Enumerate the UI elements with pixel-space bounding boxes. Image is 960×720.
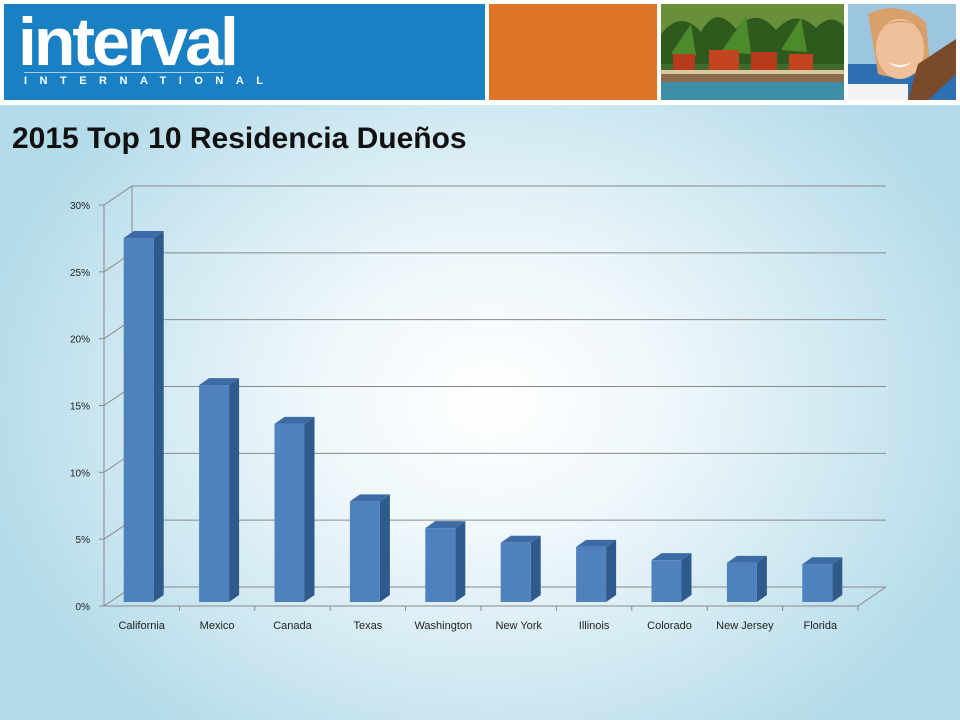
y-tick-label: 25% <box>70 268 90 279</box>
bar-top <box>274 416 315 424</box>
interval-logo: interval INTERNATIONAL <box>4 4 485 100</box>
bar-top <box>802 557 843 565</box>
x-tick-label: Texas <box>354 620 383 632</box>
bar <box>199 378 240 602</box>
bar-side <box>229 378 240 602</box>
resort-photo <box>661 4 844 100</box>
bar <box>349 494 390 602</box>
bar-front <box>576 546 607 602</box>
bar-front <box>349 501 380 602</box>
bar-top <box>349 494 390 502</box>
x-tick-label: California <box>118 620 165 632</box>
chart-bars <box>123 231 843 603</box>
bar <box>651 553 692 602</box>
bar <box>576 539 617 602</box>
bar-side <box>756 555 767 602</box>
x-tick-label: Washington <box>414 620 472 632</box>
y-tick-label: 5% <box>76 535 91 546</box>
x-tick-label: New Jersey <box>716 620 774 632</box>
bar-front <box>651 560 682 602</box>
bar-top <box>726 555 767 563</box>
bar-top <box>651 553 692 561</box>
bar-side <box>530 535 541 602</box>
bar <box>123 231 164 603</box>
y-tick-label: 30% <box>70 201 90 212</box>
x-tick-label: Colorado <box>647 620 692 632</box>
bar-side <box>606 539 617 602</box>
logo-wordmark: interval <box>18 4 239 80</box>
bar-side <box>379 494 390 602</box>
logo-divider <box>24 72 224 73</box>
bar-top <box>576 539 617 547</box>
bar-front <box>802 564 833 602</box>
chart-x-tick-labels: California Mexico Canada Texas Washington New… <box>118 620 838 632</box>
bar <box>802 557 843 602</box>
bar-front <box>199 385 230 602</box>
bar-top <box>123 231 164 239</box>
bar <box>274 416 315 602</box>
bar-front <box>500 542 531 602</box>
page-title: 2015 Top 10 Residencia Dueños <box>12 122 467 155</box>
y-tick-label: 20% <box>70 335 90 346</box>
bar <box>726 555 767 602</box>
x-tick-label: Florida <box>803 620 838 632</box>
x-tick-label: Illinois <box>579 620 610 632</box>
orange-accent-panel <box>489 4 657 100</box>
floor-right-edge <box>857 586 887 607</box>
bar-side <box>455 521 466 602</box>
bar-front <box>123 238 154 603</box>
bar-front <box>726 562 757 602</box>
x-tick-label: Canada <box>273 620 312 632</box>
bar-side <box>681 553 692 602</box>
smiling-woman-photo <box>848 4 956 100</box>
bar-side <box>304 416 315 602</box>
bar-side <box>153 231 164 603</box>
chart-y-tick-labels: 0% 5% 10% 15% 20% 25% 30% <box>70 201 90 613</box>
bar-front <box>274 423 305 602</box>
y-tick-label: 15% <box>70 402 90 413</box>
bar <box>425 521 466 602</box>
y-tick-label: 10% <box>70 468 90 479</box>
bar-top <box>199 378 240 386</box>
bar-top <box>425 521 466 529</box>
logo-subtext: INTERNATIONAL <box>24 75 276 87</box>
bar <box>500 535 541 602</box>
header-banner: interval INTERNATIONAL <box>0 0 960 105</box>
bar-top <box>500 535 541 543</box>
gridline-depth <box>103 185 133 206</box>
x-tick-label: New York <box>495 620 542 632</box>
bar-front <box>425 528 456 602</box>
bar-side <box>832 557 843 602</box>
x-tick-label: Mexico <box>200 620 235 632</box>
y-tick-label: 0% <box>76 602 91 613</box>
